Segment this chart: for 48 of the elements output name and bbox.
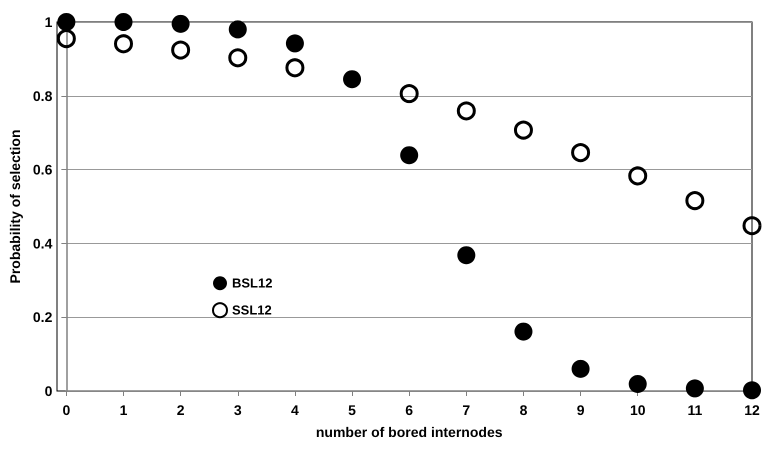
point bbox=[628, 166, 648, 186]
y-axis-title: Probability of selection bbox=[7, 129, 23, 284]
point bbox=[114, 13, 132, 31]
point bbox=[228, 20, 247, 38]
legend-label: BSL12 bbox=[232, 276, 272, 291]
point bbox=[742, 216, 762, 236]
point bbox=[400, 84, 419, 104]
point bbox=[172, 14, 190, 33]
point bbox=[456, 101, 476, 120]
point bbox=[171, 40, 190, 60]
x-tick-label: 2 bbox=[176, 402, 185, 418]
point bbox=[56, 29, 76, 48]
x-tick-label: 8 bbox=[520, 402, 528, 418]
x-tick-label: 0 bbox=[62, 402, 70, 418]
x-tick-label: 5 bbox=[348, 402, 356, 418]
x-axis-title: number of bored internodes bbox=[316, 424, 503, 440]
point bbox=[343, 70, 362, 88]
x-tick-label: 11 bbox=[687, 402, 702, 418]
point bbox=[400, 146, 418, 164]
x-tick-label: 6 bbox=[405, 402, 414, 418]
x-tick-label: 10 bbox=[630, 402, 646, 418]
point bbox=[686, 379, 704, 398]
x-tick-label: 1 bbox=[120, 402, 128, 418]
y-tick-label: 0.4 bbox=[32, 235, 53, 252]
point bbox=[685, 191, 704, 210]
y-tick-label: 0 bbox=[44, 383, 53, 399]
point bbox=[285, 58, 304, 78]
point bbox=[514, 120, 533, 140]
y-tick-label: 0.6 bbox=[32, 162, 53, 178]
y-tick-label: 0.2 bbox=[32, 309, 53, 326]
point bbox=[228, 48, 248, 68]
x-tick-label: 7 bbox=[462, 402, 470, 418]
point bbox=[114, 34, 133, 54]
legend-label: SSL12 bbox=[232, 302, 272, 318]
point bbox=[286, 34, 304, 52]
x-tick-label: 3 bbox=[234, 402, 242, 418]
point bbox=[571, 143, 590, 162]
y-tick-label: 0.8 bbox=[32, 88, 53, 104]
point bbox=[572, 360, 590, 378]
point bbox=[514, 322, 532, 341]
x-tick-label: 9 bbox=[576, 402, 585, 418]
y-tick-label: 1 bbox=[44, 14, 53, 30]
x-tick-label: 4 bbox=[291, 402, 300, 418]
point bbox=[57, 13, 76, 31]
point bbox=[743, 381, 761, 400]
point bbox=[628, 374, 647, 393]
point bbox=[457, 246, 476, 264]
x-tick-label: 12 bbox=[744, 402, 760, 418]
